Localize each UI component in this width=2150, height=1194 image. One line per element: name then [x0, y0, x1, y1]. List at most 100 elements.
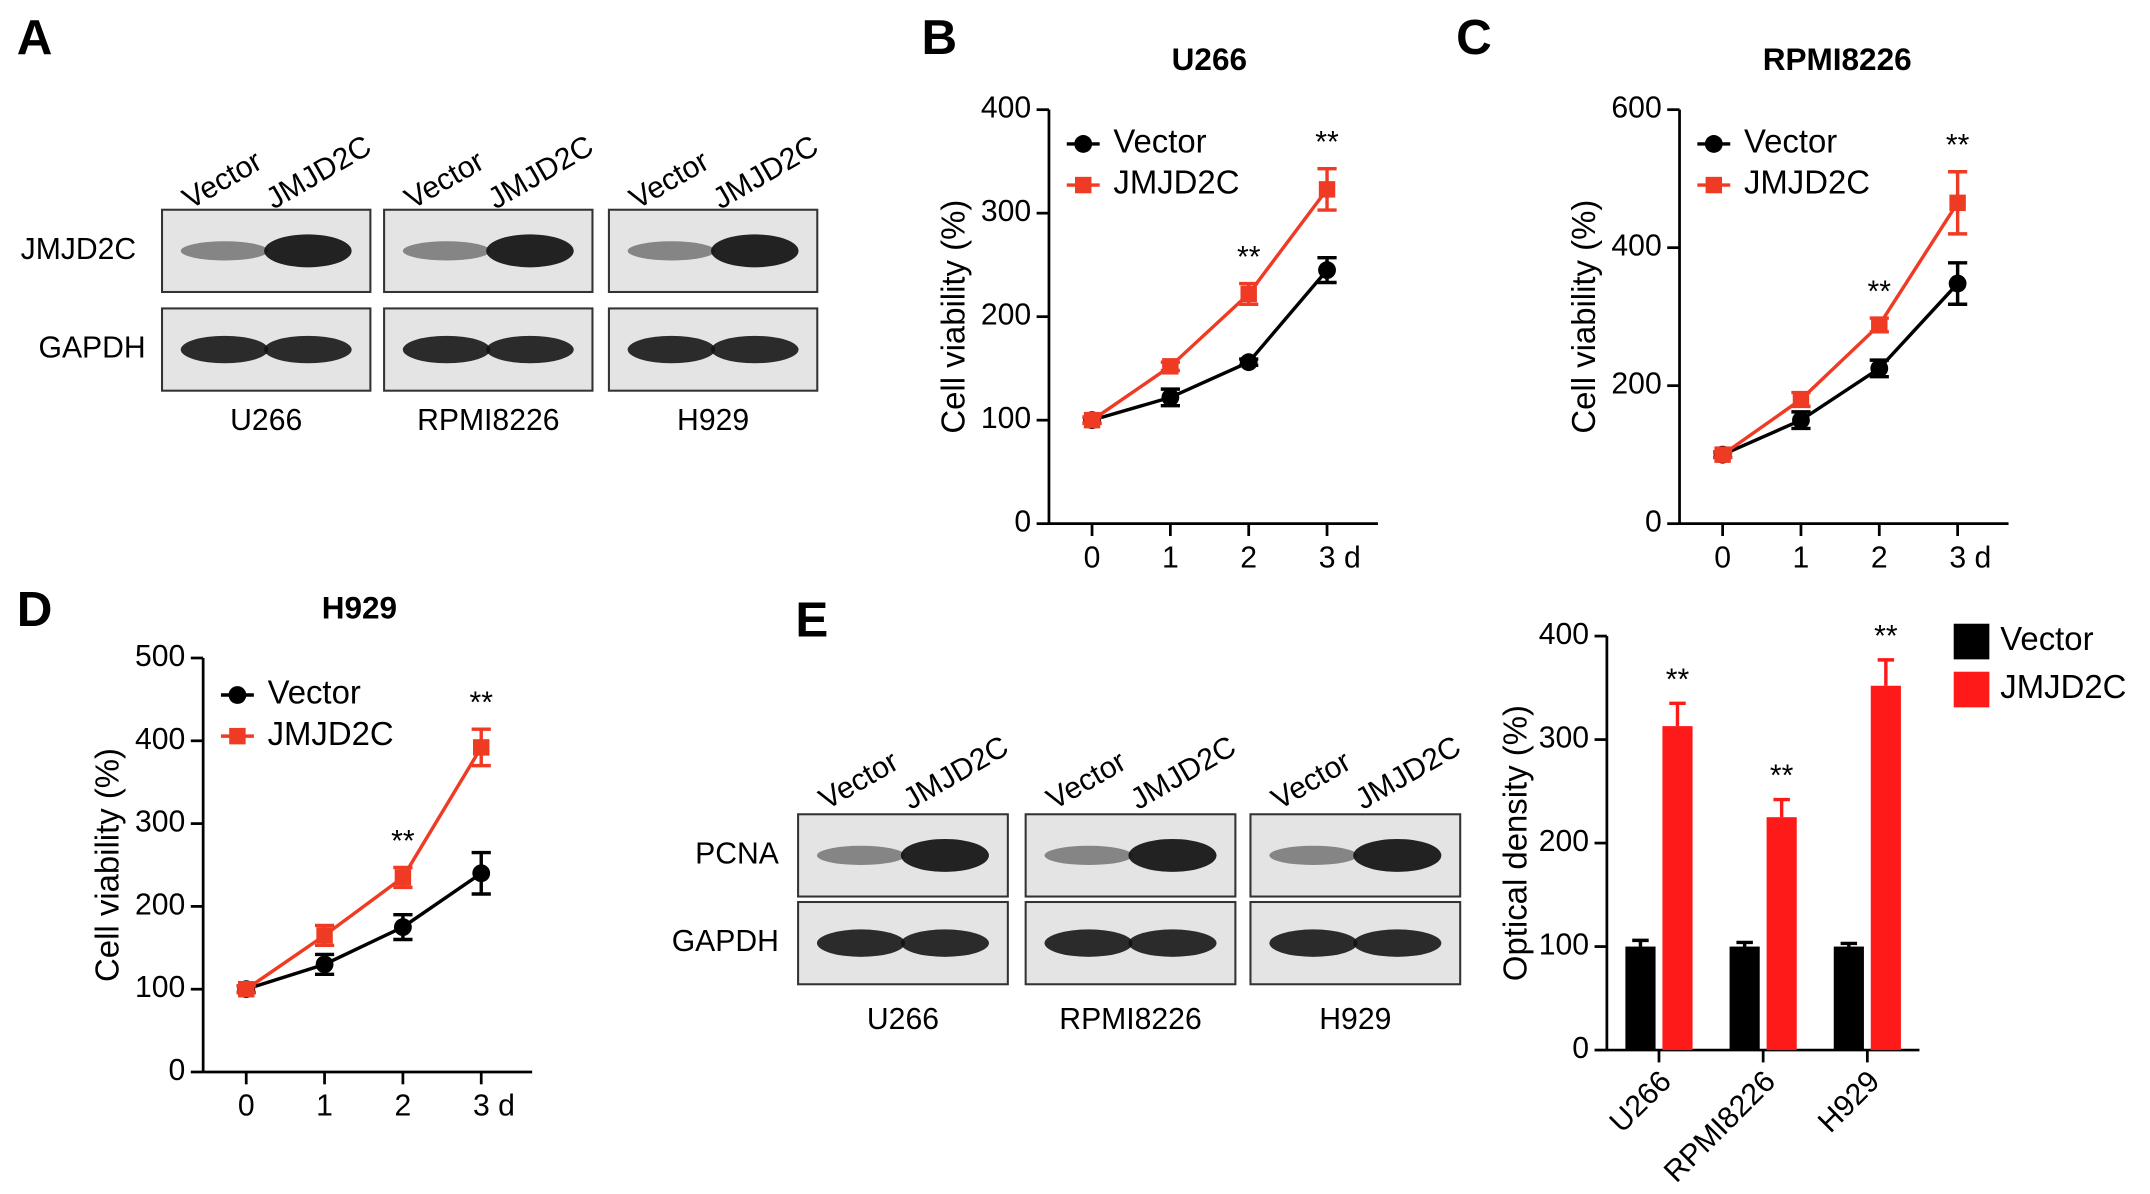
y-tick-label: 200 [1611, 368, 1661, 401]
data-point [1949, 194, 1966, 212]
x-tick-label: 2 [1240, 541, 1257, 574]
significance: ** [1946, 129, 1970, 162]
data-point [1083, 411, 1101, 429]
blot-band [180, 335, 269, 364]
legend-label: Vector [2000, 620, 2093, 657]
data-point [1318, 261, 1336, 279]
series-line [1721, 201, 1960, 457]
blot-row-label: JMJD2C [21, 233, 137, 266]
blot-lane-label: Vector [814, 745, 905, 816]
blot-group-label: RPMI8226 [417, 404, 559, 437]
significance: ** [391, 825, 415, 858]
y-tick-label: 300 [1539, 722, 1589, 755]
blot-band [402, 335, 491, 364]
error-bar [1773, 797, 1790, 818]
data-point [1792, 411, 1810, 430]
legend-label: JMJD2C [1744, 164, 1870, 201]
legend-label: JMJD2C [2000, 668, 2126, 705]
legend-label: Vector [1744, 123, 1837, 160]
blot-band [264, 234, 352, 268]
y-tick-label: 200 [981, 299, 1031, 332]
blot-band [180, 241, 269, 261]
data-point [1792, 391, 1810, 408]
data-point [1870, 359, 1889, 378]
y-axis-label: Cell viability (%) [89, 748, 126, 982]
significance: ** [1315, 126, 1339, 159]
blot-lane-label: JMJD2C [483, 129, 600, 215]
blot-band [1044, 845, 1133, 865]
blot-band [1044, 929, 1133, 957]
blot-lane-label: Vector [624, 145, 715, 216]
data-point [473, 739, 490, 756]
series-line [245, 871, 483, 991]
blot-lane-label: Vector [177, 145, 268, 216]
significance: ** [1770, 760, 1794, 793]
data-point [316, 927, 333, 944]
y-axis-label: Optical density (%) [1496, 705, 1533, 981]
bar [1870, 685, 1901, 1051]
blot-band [264, 335, 352, 364]
x-tick-label: 1 [1162, 541, 1179, 574]
y-tick-label: 400 [1611, 230, 1661, 263]
blot-lane-label: Vector [1041, 745, 1132, 816]
error-bar [1736, 940, 1753, 947]
data-point [472, 864, 491, 883]
legend-marker [1075, 176, 1092, 194]
error-bar [1632, 938, 1649, 947]
y-tick-label: 500 [135, 640, 185, 673]
legend-swatch [1953, 671, 1990, 708]
blot-lane-label: Vector [399, 145, 490, 216]
data-point [238, 980, 255, 998]
y-tick-label: 0 [169, 1054, 186, 1087]
y-tick-label: 400 [981, 92, 1031, 125]
data-point [1239, 353, 1258, 372]
data-point [394, 869, 412, 886]
blot-band [816, 845, 906, 865]
x-tick-label: 3 d [1319, 541, 1361, 574]
data-point [393, 918, 412, 937]
series-line [1091, 268, 1329, 422]
y-tick-label: 0 [1014, 506, 1031, 539]
blot-group-label: U266 [867, 1003, 939, 1036]
significance: ** [1237, 241, 1261, 274]
legend-marker [1074, 135, 1093, 153]
blot-lane-label: Vector [1266, 745, 1357, 816]
legend-label: Vector [268, 674, 361, 711]
blot-group-label: H929 [1319, 1003, 1391, 1036]
blot-band [1269, 929, 1358, 957]
legend-label: Vector [1113, 123, 1206, 160]
blot-group-label: U266 [230, 404, 302, 437]
blot-lane-label: JMJD2C [1350, 730, 1467, 816]
significance: ** [1666, 663, 1690, 696]
x-tick-label: 2 [395, 1090, 412, 1123]
y-tick-label: 0 [1572, 1032, 1589, 1065]
blot-band [486, 234, 574, 268]
panel-letter: C [1456, 10, 1492, 65]
legend-label: JMJD2C [1113, 164, 1239, 201]
bar [1729, 946, 1760, 1051]
bar [1766, 817, 1797, 1051]
blot-lane-label: JMJD2C [1125, 730, 1242, 816]
y-tick-label: 100 [981, 402, 1031, 435]
panel-letter: A [17, 10, 53, 65]
blot-band [1269, 845, 1358, 865]
legend-marker [1705, 176, 1723, 194]
y-tick-label: 200 [135, 888, 185, 921]
y-tick-label: 300 [981, 195, 1031, 228]
error-bar [1840, 941, 1858, 947]
blot-group-label: RPMI8226 [1059, 1003, 1201, 1036]
panel-letter: D [17, 582, 53, 637]
blot-row-label: GAPDH [39, 332, 146, 365]
blot-row-label: PCNA [695, 837, 780, 870]
y-tick-label: 300 [135, 806, 185, 839]
x-tick-label: 2 [1871, 541, 1888, 574]
x-tick-label: U266 [1603, 1065, 1677, 1139]
data-point [1948, 274, 1967, 293]
y-tick-label: 600 [1611, 92, 1661, 125]
x-tick-label: RPMI8226 [1658, 1065, 1782, 1189]
blot-band [900, 838, 989, 872]
blot-band [1353, 929, 1442, 957]
y-tick-label: 400 [1539, 618, 1589, 651]
blot-band [1128, 929, 1217, 957]
